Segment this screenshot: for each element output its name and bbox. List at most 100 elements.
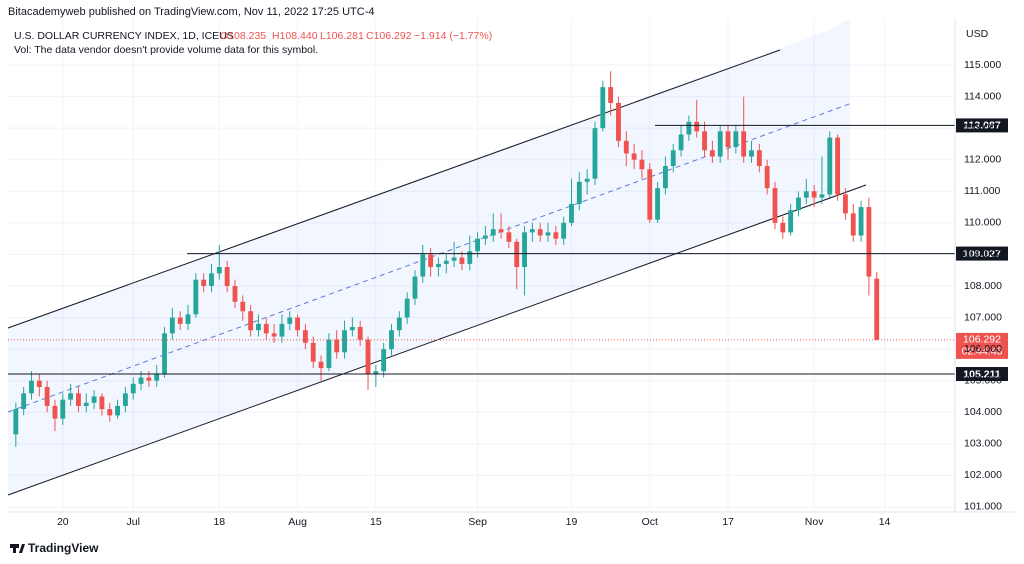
- candle-body: [428, 254, 434, 268]
- candle-body: [522, 232, 527, 268]
- candle-body: [310, 342, 316, 362]
- candle-body: [827, 137, 833, 195]
- candle-body: [733, 131, 739, 148]
- y-tick-label: 101.000: [964, 501, 1002, 513]
- candle-body: [647, 169, 653, 220]
- candle-body: [623, 140, 629, 154]
- candle-body: [154, 374, 160, 381]
- candle-body: [639, 159, 645, 170]
- candle-body: [91, 396, 97, 403]
- x-tick-label: 18: [213, 516, 225, 528]
- candle-body: [811, 191, 817, 198]
- candle-body: [537, 229, 543, 236]
- candle-body: [302, 330, 308, 343]
- legend-change: −1.914 (−1.77%): [414, 30, 492, 42]
- candle-body: [796, 197, 801, 211]
- y-tick-label: 107.000: [964, 311, 1002, 323]
- candle-body: [60, 399, 66, 419]
- y-tick-label: 105.000: [964, 374, 1002, 386]
- level-label: 105.211: [963, 368, 1001, 380]
- candle-body: [44, 387, 50, 406]
- candle-body: [342, 330, 347, 353]
- candle-body: [709, 150, 715, 157]
- candle-body: [514, 241, 520, 268]
- countdown-label: 02:44:43: [962, 346, 1003, 358]
- y-tick-label: 111.000: [964, 185, 1001, 197]
- candle-body: [569, 203, 574, 223]
- candle-body: [177, 317, 183, 324]
- candle-body: [334, 339, 340, 353]
- candle-body: [772, 188, 778, 223]
- candle-body: [36, 380, 42, 388]
- currency-label: USD: [966, 28, 989, 40]
- candle-body: [436, 263, 441, 268]
- candle-body: [655, 188, 661, 220]
- candle-body: [498, 229, 504, 233]
- x-tick-label: 19: [566, 516, 578, 528]
- x-tick-label: Oct: [642, 516, 658, 528]
- y-tick-label: 112.000: [964, 154, 1001, 166]
- candle-body: [162, 333, 167, 375]
- candle-body: [169, 317, 175, 334]
- candle-body: [287, 317, 293, 324]
- candle-body: [326, 339, 332, 369]
- candle-body: [592, 128, 598, 179]
- y-tick-label: 103.000: [964, 438, 1002, 450]
- candle-body: [263, 323, 269, 334]
- volume-note: Vol: The data vendor doesn't provide vol…: [14, 44, 318, 56]
- candle-body: [529, 229, 535, 233]
- x-tick-label: Sep: [468, 516, 487, 528]
- candle-body: [741, 131, 747, 157]
- legend-low: L106.281: [320, 30, 364, 42]
- candle-body: [459, 257, 465, 264]
- y-tick-label: 104.000: [964, 406, 1002, 418]
- candle-body: [780, 222, 786, 233]
- candle-body: [138, 377, 144, 384]
- candle-body: [756, 150, 762, 167]
- candle-body: [107, 409, 113, 416]
- candle-body: [553, 232, 559, 239]
- candle-body: [835, 137, 841, 195]
- candle-body: [600, 87, 606, 129]
- candle-body: [725, 131, 731, 148]
- y-tick-label: 108.000: [964, 280, 1002, 292]
- candle-body: [662, 166, 668, 189]
- candles: [13, 71, 880, 447]
- candle-body: [858, 207, 864, 236]
- y-tick-label: 114.000: [964, 90, 1001, 102]
- candle-body: [248, 311, 254, 331]
- candle-body: [467, 251, 473, 264]
- candle-body: [216, 267, 222, 274]
- candle-body: [749, 150, 754, 157]
- x-tick-label: Jul: [127, 516, 140, 528]
- candle-body: [608, 87, 614, 103]
- level-label-box: [956, 367, 1008, 382]
- x-tick-label: Aug: [288, 516, 307, 528]
- candle-body: [349, 327, 355, 331]
- candle-body: [451, 257, 457, 261]
- x-tick-label: 14: [879, 516, 891, 528]
- candle-body: [396, 317, 402, 331]
- candle-body: [21, 393, 27, 410]
- candle-body: [545, 232, 551, 236]
- candle-body: [115, 405, 120, 416]
- candle-body: [76, 393, 81, 406]
- candle-body: [482, 235, 488, 239]
- candle-body: [576, 181, 582, 204]
- candle-body: [209, 273, 214, 286]
- candle-body: [146, 377, 152, 381]
- y-tick-label: 106.000: [964, 343, 1002, 355]
- x-tick-label: 15: [370, 516, 382, 528]
- brand-name: TradingView: [28, 541, 99, 555]
- candle-body: [686, 121, 692, 135]
- candle-body: [631, 153, 637, 160]
- candle-body: [13, 409, 19, 435]
- candle-body: [702, 131, 707, 151]
- candle-body: [506, 232, 512, 242]
- candle-body: [843, 194, 848, 214]
- candle-body: [185, 314, 191, 324]
- candle-body: [99, 396, 105, 410]
- candle-body: [561, 222, 567, 239]
